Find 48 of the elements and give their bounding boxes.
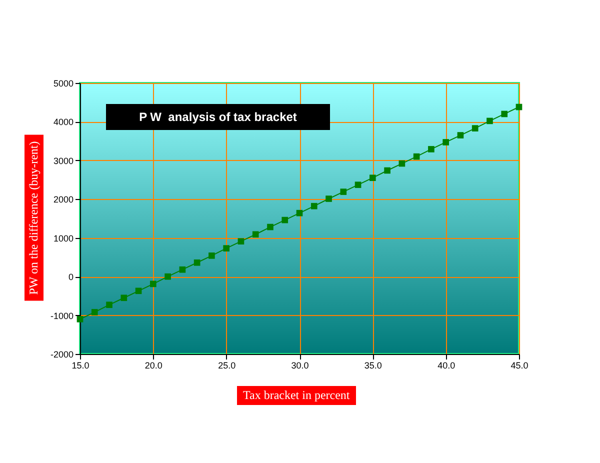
x-tick-label: 15.0 — [72, 360, 90, 370]
point — [91, 309, 98, 316]
point — [398, 160, 406, 167]
y-tick-label: 4000 — [53, 117, 74, 128]
point — [267, 224, 274, 230]
point — [501, 110, 508, 118]
point — [442, 139, 449, 146]
point — [150, 280, 156, 288]
point — [238, 238, 244, 245]
point — [384, 167, 390, 174]
point — [208, 252, 215, 259]
x-tick-label: 20.0 — [144, 360, 162, 370]
point — [326, 196, 332, 202]
y-tick-label: 2000 — [53, 194, 74, 205]
point — [252, 231, 259, 238]
y-tick-label: 1000 — [53, 233, 74, 244]
point — [428, 146, 434, 152]
point — [370, 174, 376, 182]
y-tick-label: -1000 — [50, 310, 74, 321]
point — [120, 294, 128, 302]
y-tick-label: 0 — [68, 272, 74, 282]
point — [135, 288, 142, 294]
point — [76, 316, 84, 322]
x-tick-label: 35.0 — [364, 360, 382, 370]
point — [179, 266, 186, 273]
point — [106, 302, 112, 308]
point — [282, 216, 288, 224]
x-tick-label: 25.0 — [218, 360, 236, 370]
y-tick-label: -2000 — [50, 350, 74, 360]
x-tick-label: 45.0 — [510, 360, 528, 370]
point — [340, 188, 347, 195]
x-axis-title: Tax bracket in percent — [237, 386, 356, 405]
point — [310, 202, 318, 210]
point — [472, 125, 478, 132]
point — [223, 245, 230, 252]
y-axis-title: PW on the difference (buy-rent) — [24, 135, 44, 301]
point — [457, 132, 464, 138]
point — [354, 182, 362, 188]
point — [296, 210, 303, 216]
point — [516, 104, 522, 110]
point — [413, 153, 420, 160]
x-tick-label: 40.0 — [438, 360, 456, 370]
point — [194, 259, 200, 266]
x-tick-label: 30.0 — [291, 360, 309, 370]
point — [486, 118, 493, 124]
point — [164, 273, 171, 280]
y-tick-label: 5000 — [53, 78, 74, 88]
y-tick-label: 3000 — [53, 156, 74, 166]
